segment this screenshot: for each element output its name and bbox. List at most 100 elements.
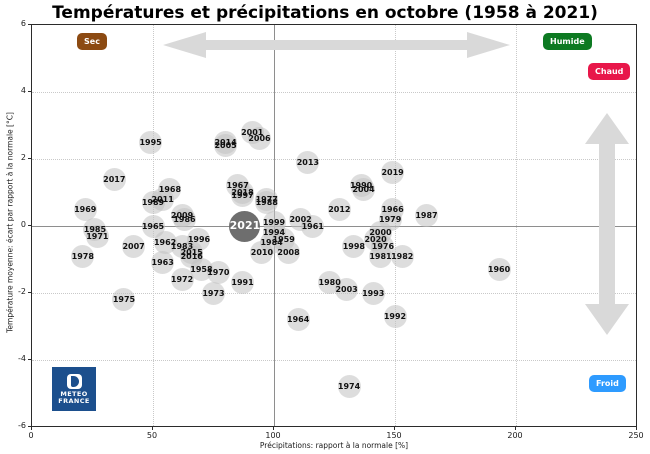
year-label-2008: 2008 — [277, 248, 300, 258]
year-label-1977: 1977 — [255, 194, 278, 204]
scatter-point-2019 — [381, 160, 405, 184]
x-tick-mark-150 — [394, 427, 395, 430]
scatter-point-1988 — [255, 191, 279, 215]
year-label-2001: 2001 — [241, 127, 264, 137]
x-axis-label: Précipitations: rapport à la normale [%] — [259, 441, 409, 450]
gridline-y--2 — [32, 293, 636, 294]
chart-title: Températures et précipitations en octobr… — [52, 3, 598, 23]
scatter-point-1964 — [286, 308, 310, 332]
year-label-1979: 1979 — [379, 214, 402, 224]
year-label-2010: 2010 — [250, 248, 274, 258]
scatter-point-2012 — [327, 197, 351, 221]
scatter-point-2014 — [214, 130, 238, 154]
scatter-point-2006 — [247, 127, 271, 151]
badge-froid: Froid — [589, 375, 626, 392]
year-label-1982: 1982 — [391, 251, 414, 261]
y-tick-label-6: 6 — [20, 19, 26, 28]
scatter-point-1960 — [487, 258, 511, 282]
year-label-1972: 1972 — [170, 275, 194, 285]
year-label-1968: 1968 — [158, 184, 182, 194]
y-tick-label-4: 4 — [20, 86, 26, 95]
scatter-point-1998 — [342, 234, 366, 258]
year-label-1994: 1994 — [262, 228, 286, 238]
year-label-2007: 2007 — [122, 241, 145, 251]
scatter-point-1982 — [390, 244, 414, 268]
scatter-point-2008 — [277, 241, 301, 265]
y-tick-mark-6 — [28, 24, 31, 25]
year-label-1993: 1993 — [362, 288, 385, 298]
scatter-point-2003 — [335, 278, 359, 302]
year-label-1990: 1990 — [349, 181, 373, 191]
scatter-point-1993 — [361, 281, 385, 305]
x-tick-mark-200 — [515, 427, 516, 430]
y-tick-mark-2 — [28, 158, 31, 159]
x-tick-label-250: 250 — [628, 431, 644, 440]
year-label-1978: 1978 — [71, 251, 94, 261]
y-tick-mark--2 — [28, 292, 31, 293]
year-label-2011: 2011 — [151, 194, 174, 204]
scatter-point-1973 — [202, 281, 225, 305]
scatter-point-1972 — [170, 268, 194, 292]
x-tick-label-200: 200 — [507, 431, 523, 440]
y-tick-mark--4 — [28, 359, 31, 360]
scatter-point-1974 — [337, 375, 361, 399]
year-label-2003: 2003 — [335, 285, 358, 295]
year-label-1987: 1987 — [415, 211, 438, 221]
scatter-point-2020 — [364, 227, 388, 251]
year-label-2005: 2005 — [214, 141, 237, 151]
gridline-y-0 — [32, 226, 636, 227]
scatter-point-1999 — [262, 211, 286, 235]
scatter-point-1995 — [139, 130, 163, 154]
y-tick-label-2: 2 — [20, 153, 26, 162]
year-label-1998: 1998 — [342, 241, 365, 251]
year-label-2012: 2012 — [328, 204, 351, 214]
scatter-point-1985 — [83, 217, 107, 241]
year-label-1991: 1991 — [231, 278, 254, 288]
x-tick-label-150: 150 — [386, 431, 402, 440]
year-label-1973: 1973 — [202, 288, 225, 298]
scatter-point-2018 — [231, 181, 255, 204]
year-label-2013: 2013 — [296, 157, 319, 167]
scatter-point-1978 — [71, 244, 95, 268]
year-label-1999: 1999 — [262, 218, 286, 228]
year-label-1966: 1966 — [381, 204, 404, 214]
y-tick-mark--6 — [28, 426, 31, 427]
scatter-point-1991 — [231, 271, 255, 295]
year-label-1961: 1961 — [301, 221, 324, 231]
year-label-1964: 1964 — [287, 315, 310, 325]
year-label-2021: 2021 — [229, 218, 261, 232]
year-label-2018: 2018 — [231, 188, 254, 197]
year-label-1971: 1971 — [86, 231, 109, 241]
badge-sec: Sec — [77, 33, 107, 50]
x-tick-mark-250 — [636, 427, 637, 430]
meteo-france-symbol-icon — [66, 373, 82, 389]
scatter-point-1975 — [112, 288, 136, 312]
year-label-1980: 1980 — [318, 278, 341, 288]
x-tick-mark-50 — [152, 427, 153, 430]
x-tick-label-100: 100 — [265, 431, 281, 440]
year-label-1974: 1974 — [337, 382, 361, 392]
meteo-france-logo-text: METEO FRANCE — [58, 389, 90, 405]
year-label-2002: 2002 — [289, 214, 312, 224]
gridline-y-2 — [32, 159, 636, 160]
year-label-1988: 1988 — [255, 198, 278, 208]
year-label-1997: 1997 — [231, 191, 254, 201]
scatter-point-highlight-2021 — [229, 210, 261, 242]
scatter-point-1970 — [206, 261, 230, 285]
year-label-1992: 1992 — [383, 311, 407, 321]
year-label-2009: 2009 — [170, 211, 194, 221]
year-label-1970: 1970 — [207, 268, 230, 278]
year-label-2020: 2020 — [364, 234, 387, 244]
scatter-point-2011 — [151, 187, 175, 211]
x-tick-label-50: 50 — [146, 431, 158, 440]
year-label-2015: 2015 — [180, 248, 203, 258]
x-tick-mark-100 — [273, 427, 274, 430]
year-label-1969: 1969 — [74, 204, 97, 214]
year-label-2017: 2017 — [103, 174, 126, 184]
gridline-y-4 — [32, 92, 636, 93]
gridline-x-200 — [516, 25, 517, 426]
year-label-2019: 2019 — [381, 167, 404, 177]
scatter-point-2013 — [296, 150, 320, 174]
year-label-1960: 1960 — [487, 265, 511, 275]
